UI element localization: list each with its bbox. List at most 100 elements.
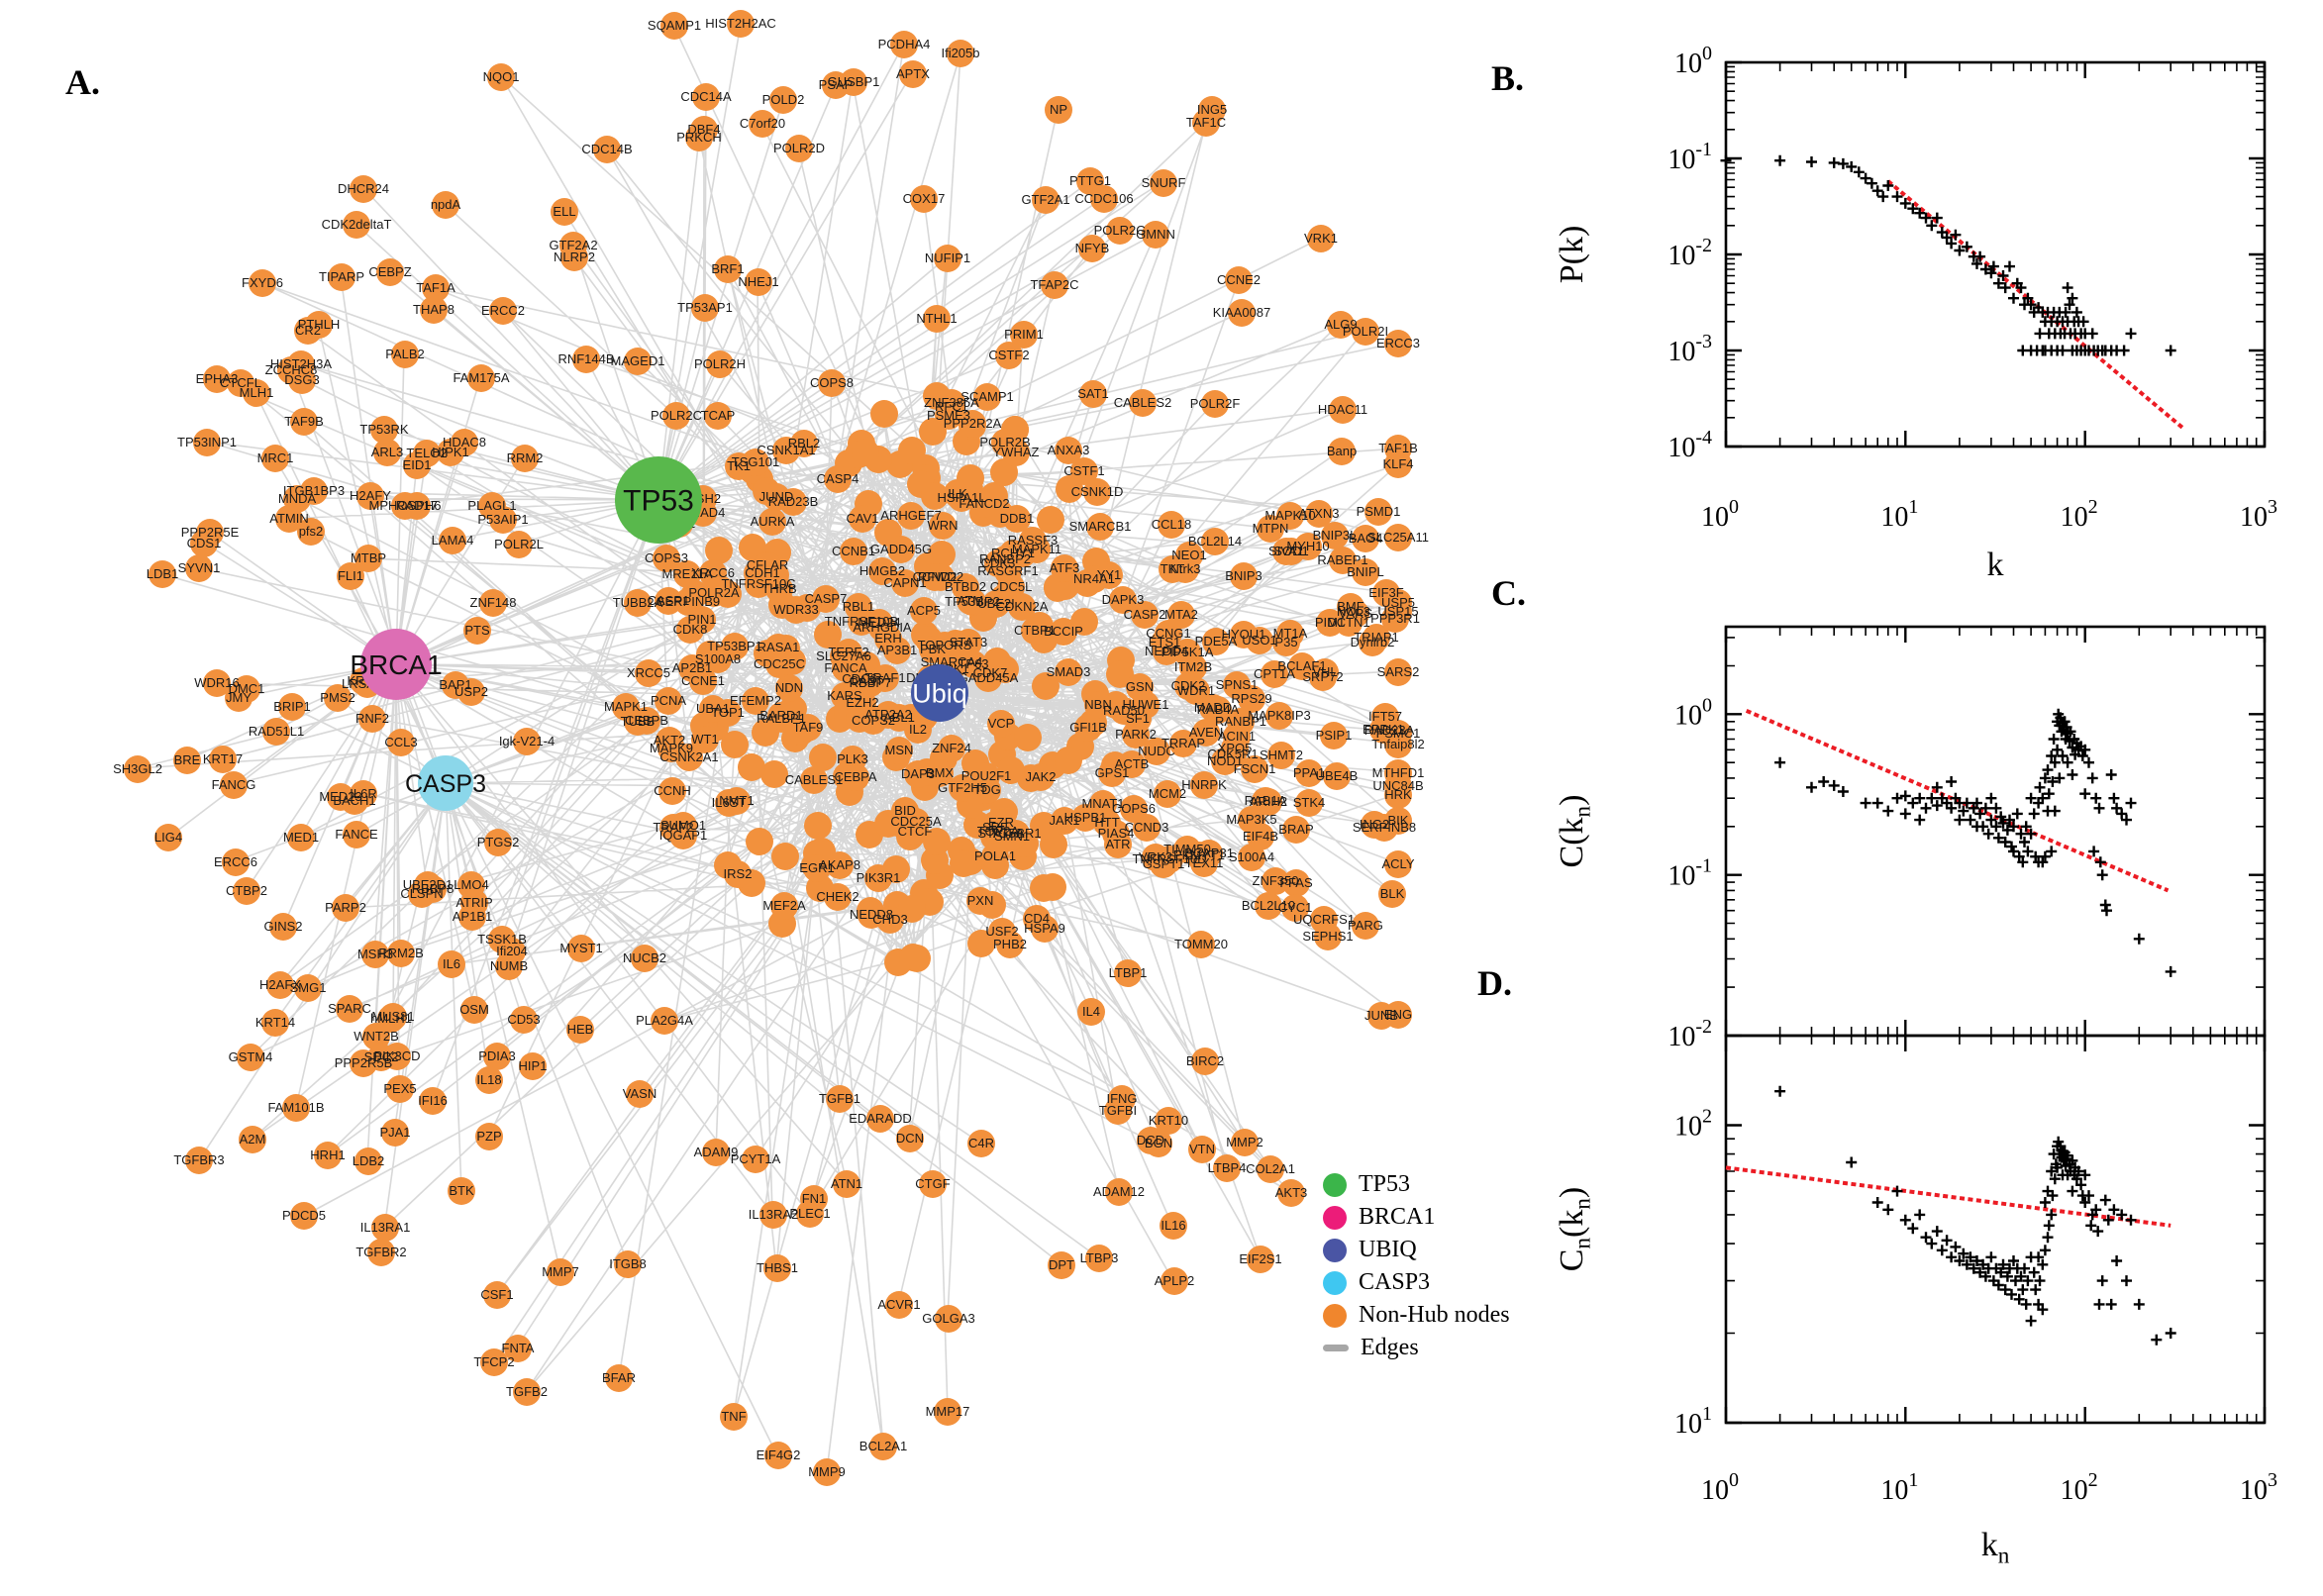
gene-label: BRAP bbox=[1278, 822, 1313, 837]
non-hub-node bbox=[897, 502, 925, 530]
gene-label: JUNB bbox=[1364, 1008, 1398, 1023]
gene-label: APTX bbox=[896, 66, 930, 81]
non-hub-node bbox=[1384, 772, 1412, 800]
gene-label: LIG4 bbox=[154, 830, 182, 845]
gene-label: MEF2A bbox=[762, 898, 806, 913]
non-hub-node bbox=[1032, 186, 1060, 214]
gene-label: CASP2 bbox=[1124, 607, 1166, 622]
gene-label: LTBP3 bbox=[1080, 1250, 1119, 1265]
non-hub-node bbox=[812, 585, 840, 613]
hub-label-casp3: CASP3 bbox=[405, 770, 486, 798]
non-hub-node bbox=[1085, 1245, 1113, 1272]
gene-label: MYST1 bbox=[559, 941, 602, 955]
non-hub-node bbox=[987, 710, 1015, 738]
non-hub-node bbox=[832, 654, 859, 682]
non-hub-node bbox=[944, 480, 971, 508]
tick-label: 101 bbox=[1880, 1469, 1918, 1506]
gene-label: HIPK1 bbox=[432, 445, 469, 459]
gene-label: ENG bbox=[1384, 1007, 1412, 1022]
gene-label: IL6R bbox=[350, 786, 376, 801]
gene-label: TSG101 bbox=[732, 454, 779, 469]
gene-label: LTBP4 bbox=[1208, 1160, 1247, 1175]
gene-label: PFAS bbox=[1279, 875, 1313, 890]
non-hub-node bbox=[1282, 869, 1310, 897]
non-hub-node bbox=[804, 812, 832, 840]
non-hub-node bbox=[567, 935, 595, 962]
non-hub-node bbox=[513, 728, 541, 755]
non-hub-node bbox=[1104, 1097, 1132, 1125]
non-hub-node bbox=[885, 737, 913, 764]
gene-label: AKT2 bbox=[654, 733, 686, 748]
non-hub-node bbox=[480, 1348, 508, 1376]
non-hub-node bbox=[859, 707, 887, 735]
gene-label: TOPORS bbox=[918, 638, 972, 652]
legend-label-casp3: CASP3 bbox=[1359, 1269, 1431, 1295]
non-hub-node bbox=[1261, 660, 1288, 688]
non-hub-node bbox=[300, 477, 328, 505]
legend-item-casp3: CASP3 bbox=[1323, 1269, 1510, 1295]
gene-label: IQGAP1 bbox=[659, 828, 707, 843]
non-hub-node bbox=[1171, 555, 1199, 583]
non-hub-node bbox=[1106, 217, 1134, 245]
gene-label: ZNF350 bbox=[1253, 873, 1299, 888]
gene-label: ITM2B bbox=[1174, 659, 1212, 674]
gene-label: PXN bbox=[967, 893, 994, 908]
gene-label: CSTF1 bbox=[1063, 463, 1104, 478]
gene-label: IFNG bbox=[1106, 1091, 1137, 1106]
non-hub-node bbox=[458, 903, 486, 931]
gene-label: USP15 bbox=[1377, 604, 1418, 619]
gene-label: MSN bbox=[885, 743, 914, 757]
fit-line bbox=[1886, 179, 2186, 432]
gene-label: JAK1 bbox=[1049, 813, 1079, 828]
gene-label: SOD1 bbox=[1273, 544, 1308, 558]
non-hub-node bbox=[702, 1139, 730, 1166]
gene-label: GSPT1 bbox=[1143, 856, 1185, 871]
gene-label: DSG3 bbox=[284, 372, 319, 387]
panel-D-plot: 102 101 100 101 102 103 kn​ Cn​(kn​) bbox=[1554, 1034, 2277, 1568]
hub-node-brca1 bbox=[360, 629, 432, 700]
gene-label: ERCC2 bbox=[481, 303, 525, 318]
non-hub-node bbox=[831, 682, 858, 710]
gene-label: MTBP bbox=[351, 550, 386, 565]
plot-frame bbox=[1724, 1034, 2267, 1425]
non-hub-node bbox=[294, 974, 322, 1002]
non-hub-node bbox=[826, 851, 854, 879]
gene-label: THRB bbox=[761, 581, 796, 596]
legend-item-tp53: TP53 bbox=[1323, 1171, 1510, 1197]
gene-label: SRF bbox=[982, 820, 1008, 835]
non-hub-node bbox=[185, 1147, 213, 1174]
non-hub-node bbox=[998, 823, 1026, 850]
gene-label: NDN bbox=[775, 680, 803, 695]
gene-label: IL2 bbox=[909, 722, 927, 737]
non-hub-node bbox=[383, 1043, 411, 1070]
gene-label: MT1A bbox=[1273, 626, 1308, 641]
non-hub-node bbox=[343, 211, 370, 239]
non-hub-node bbox=[1045, 96, 1072, 124]
gene-label: DAPK3 bbox=[1102, 592, 1145, 607]
gene-label: PIN1 bbox=[688, 612, 717, 627]
non-hub-node bbox=[775, 674, 803, 702]
non-hub-node bbox=[354, 1147, 382, 1175]
hub-node-ubiq bbox=[911, 664, 968, 722]
non-hub-node bbox=[655, 587, 682, 615]
non-hub-node bbox=[1340, 598, 1367, 626]
gene-label: ARL3 bbox=[371, 445, 404, 459]
gene-label: EDARADD bbox=[849, 1111, 912, 1126]
gene-label: TKT bbox=[1161, 561, 1185, 576]
tick-label: 10-4 bbox=[1667, 427, 1712, 463]
non-hub-node bbox=[676, 616, 704, 644]
major-ticks bbox=[1724, 60, 2267, 449]
gene-label: AURKA bbox=[751, 514, 795, 529]
non-hub-node bbox=[1014, 724, 1042, 751]
gene-label: C7orf20 bbox=[740, 116, 785, 131]
non-hub-node bbox=[1238, 806, 1265, 834]
gene-label: ATM bbox=[958, 593, 983, 608]
gene-label: CSNK2A1 bbox=[659, 749, 718, 764]
gene-label: TAF1A bbox=[416, 280, 455, 295]
legend-swatch-non-hub-nodes bbox=[1323, 1303, 1347, 1328]
gene-label: DCTN1 bbox=[1327, 615, 1369, 630]
gene-label: EZR bbox=[988, 815, 1014, 830]
non-hub-node bbox=[749, 110, 776, 138]
gene-label: ACIN1 bbox=[1218, 729, 1256, 744]
